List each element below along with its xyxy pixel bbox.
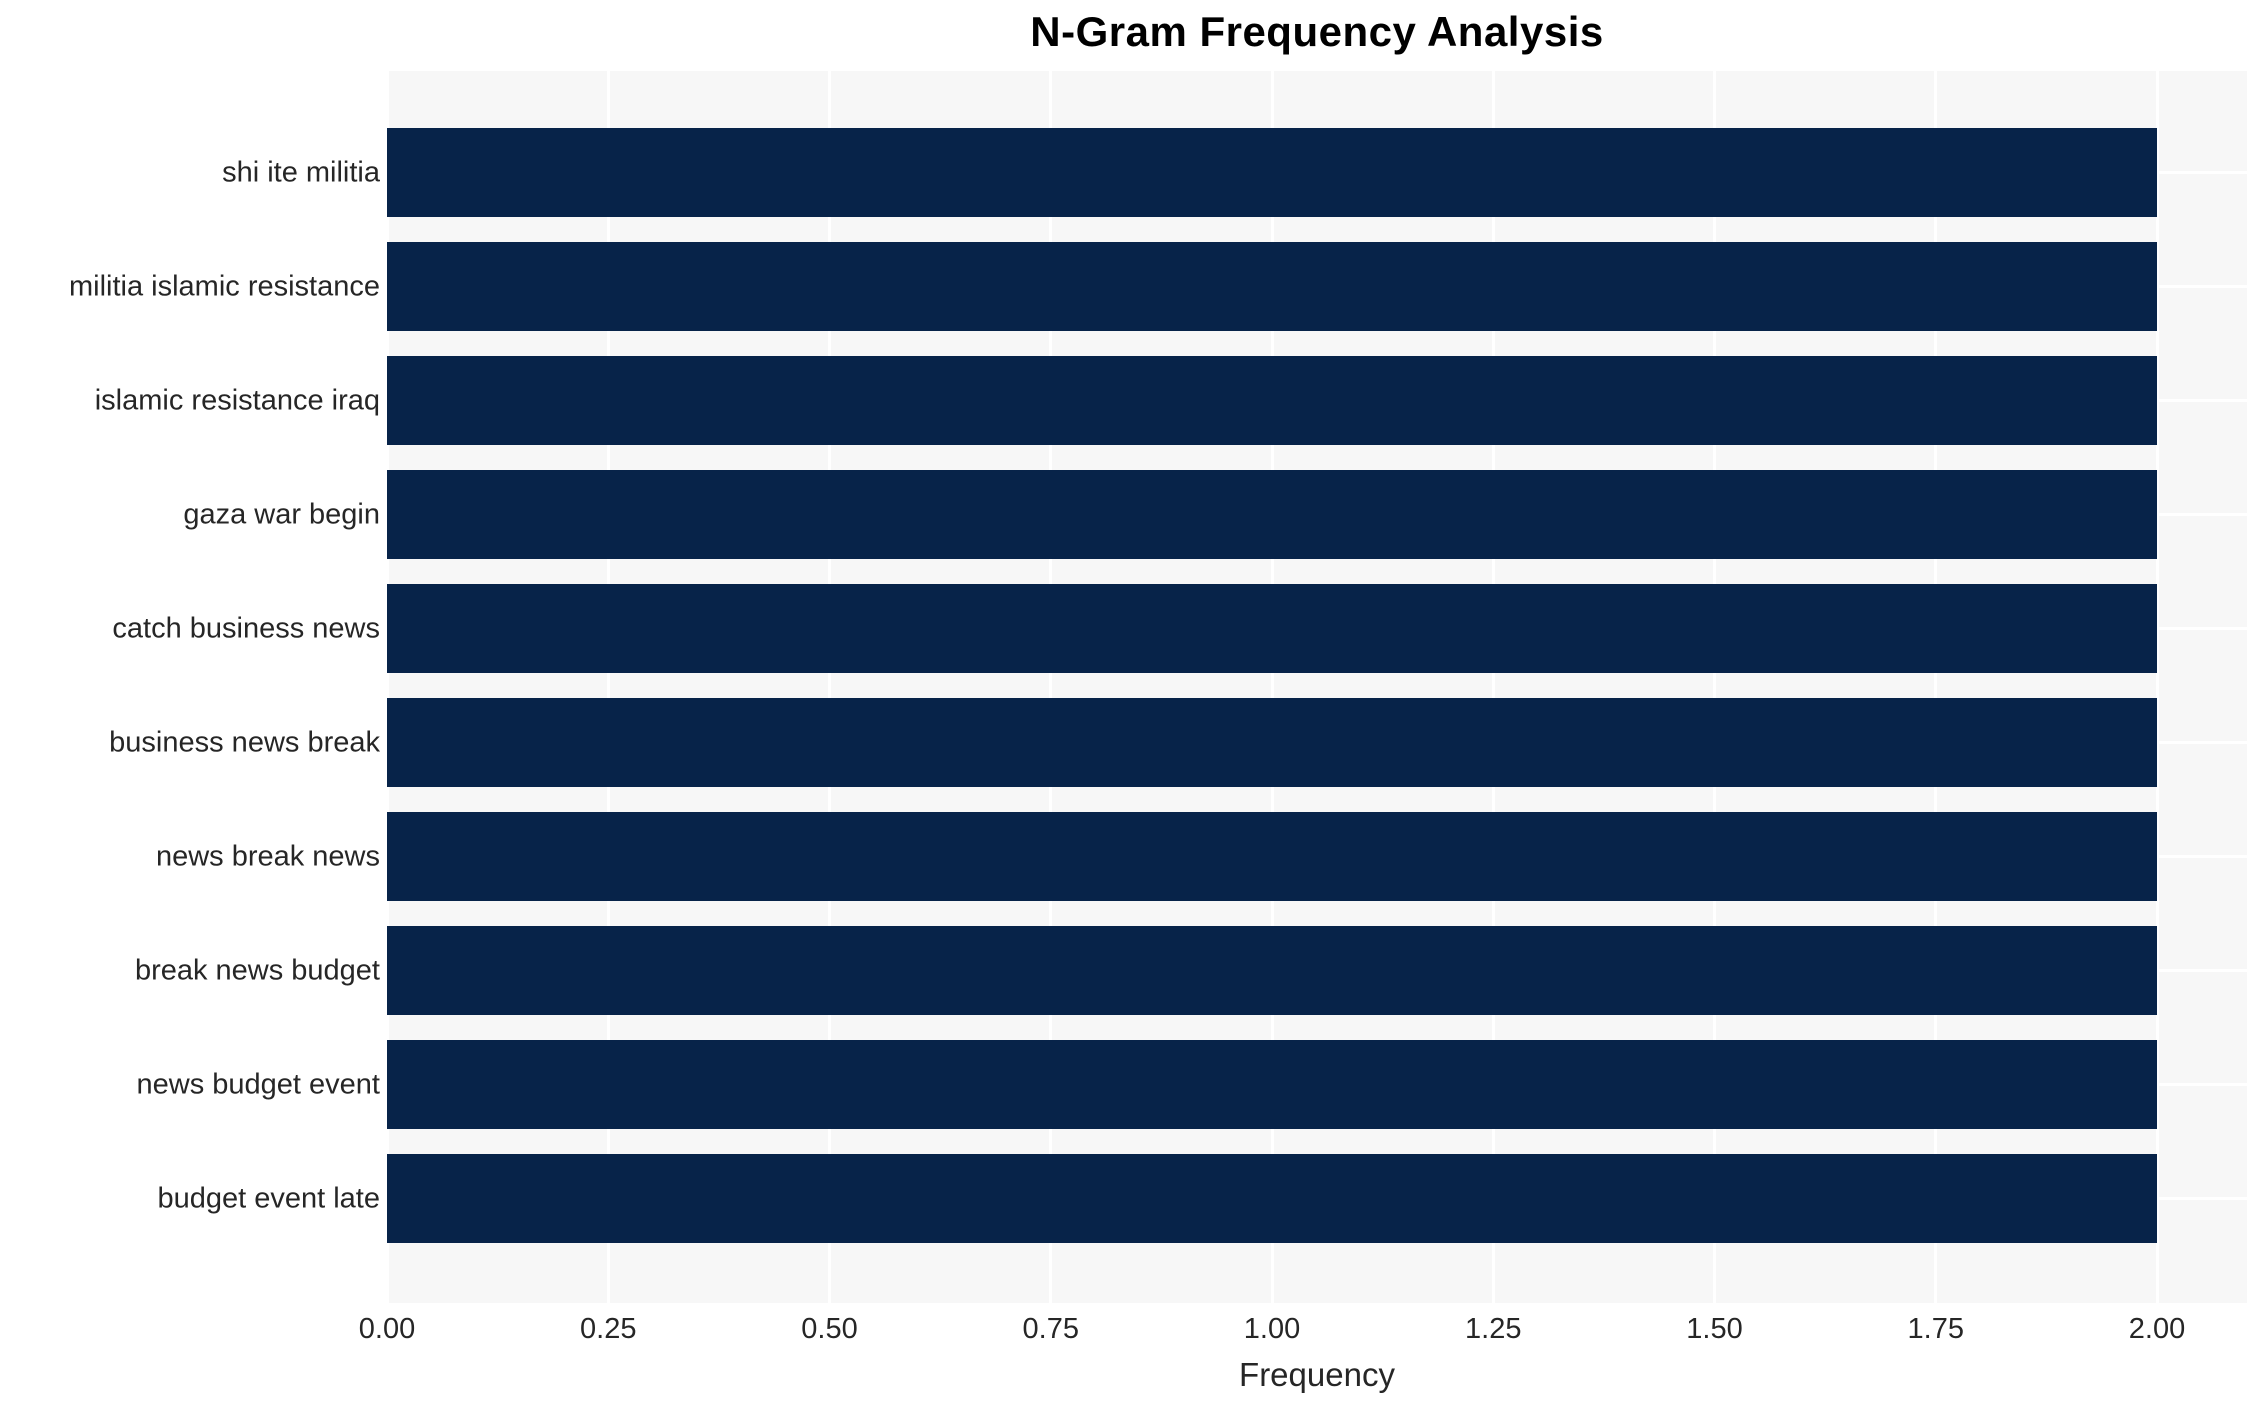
- x-gridline: [1491, 71, 1495, 1303]
- x-tick-label: 0.00: [358, 1313, 416, 1345]
- chart-title: N-Gram Frequency Analysis: [1030, 8, 1604, 55]
- bar-5: [387, 698, 2157, 787]
- y-tick-label: militia islamic resistance: [68, 270, 380, 302]
- x-tick-label: 1.50: [1686, 1313, 1743, 1345]
- y-tick-label: budget event late: [157, 1182, 380, 1214]
- plot-area: [385, 71, 2247, 1303]
- x-tick-label: 1.75: [1907, 1313, 1964, 1345]
- x-tick-label: 0.75: [1022, 1313, 1079, 1345]
- bar-3: [387, 470, 2157, 559]
- bar-0: [387, 128, 2157, 217]
- y-tick-label: shi ite militia: [222, 156, 380, 188]
- bar-7: [387, 926, 2157, 1015]
- x-tick-label: 1.00: [1243, 1313, 1301, 1345]
- bar-1: [387, 242, 2157, 331]
- x-tick-label: 2.00: [2128, 1313, 2186, 1345]
- x-gridline: [1270, 71, 1274, 1303]
- bar-4: [387, 584, 2157, 673]
- y-tick-label: news break news: [155, 840, 380, 872]
- x-gridline: [1713, 71, 1716, 1303]
- y-tick-label: gaza war begin: [183, 498, 380, 530]
- x-axis-label: Frequency: [1239, 1356, 1395, 1393]
- bar-9: [387, 1154, 2157, 1243]
- bar-8: [387, 1040, 2157, 1129]
- x-gridline: [2155, 71, 2159, 1303]
- y-tick-label: news budget event: [136, 1068, 380, 1100]
- x-gridline: [1934, 71, 1938, 1303]
- y-tick-label: break news budget: [134, 954, 380, 986]
- bar-6: [387, 812, 2157, 901]
- x-tick-label: 1.25: [1465, 1313, 1522, 1345]
- x-gridline: [385, 71, 389, 1303]
- y-tick-label: business news break: [109, 726, 380, 758]
- x-gridline: [606, 71, 610, 1303]
- x-tick-label: 0.25: [580, 1313, 637, 1345]
- y-tick-label: islamic resistance iraq: [94, 384, 380, 416]
- x-tick-label: 0.50: [801, 1313, 858, 1345]
- y-tick-label: catch business news: [112, 612, 380, 644]
- x-gridline: [828, 71, 831, 1303]
- bar-2: [387, 356, 2157, 445]
- x-gridline: [1049, 71, 1053, 1303]
